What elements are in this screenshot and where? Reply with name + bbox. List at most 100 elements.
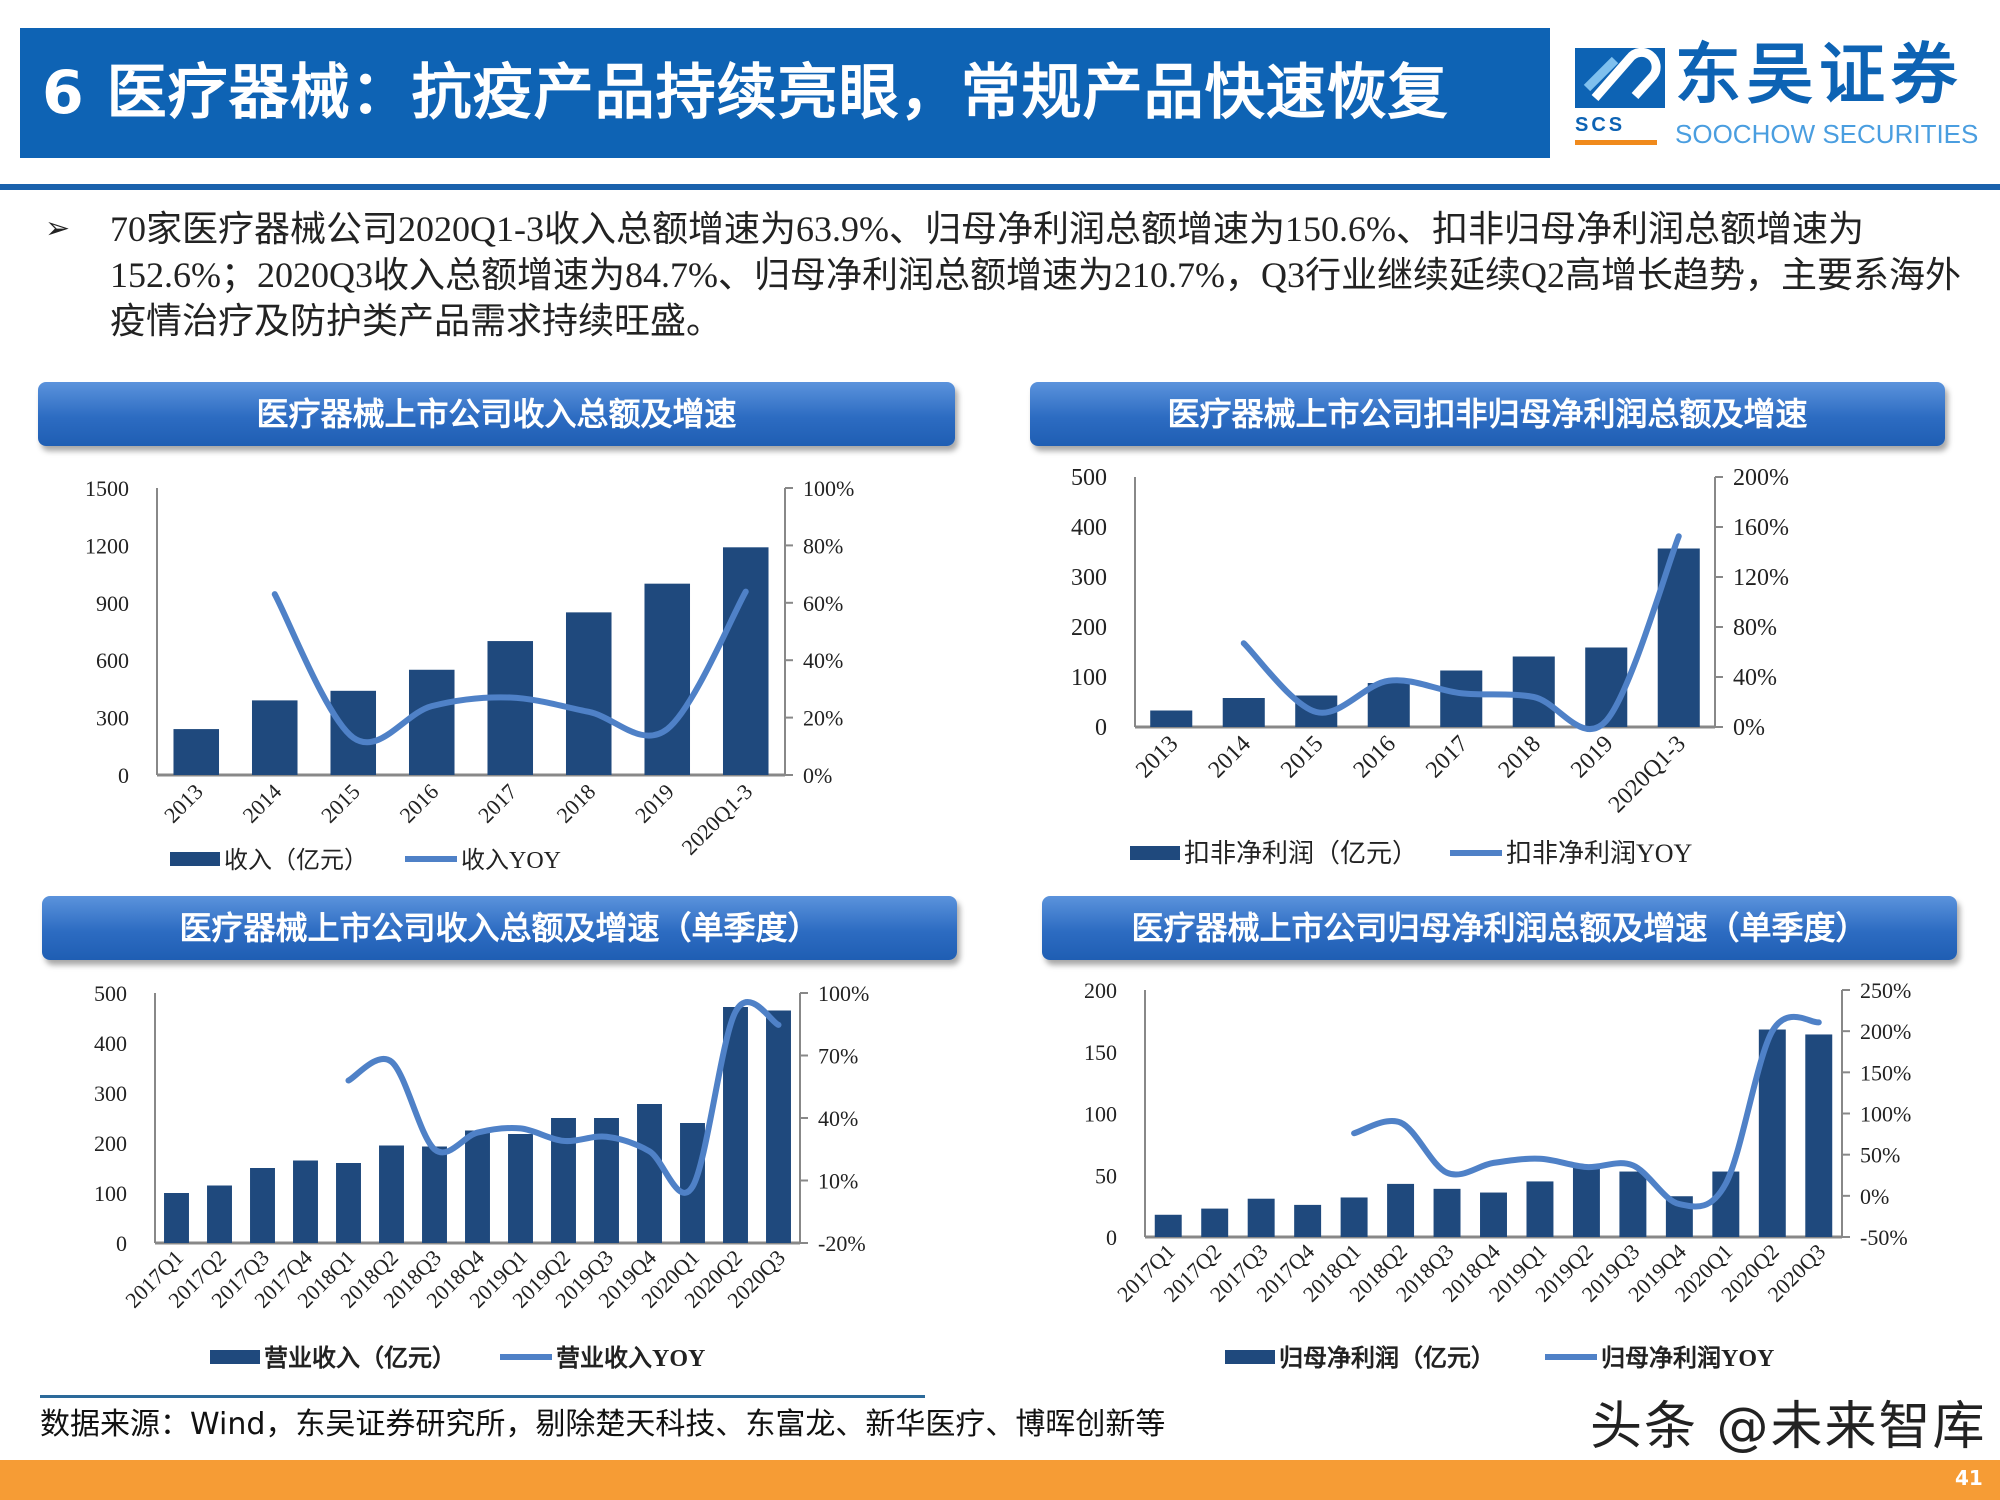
bar-2017Q1 [164, 1193, 189, 1243]
legend-line-label: 归母净利润YOY [1601, 1344, 1774, 1372]
x-tick-label: 2019Q4 [1623, 1239, 1691, 1307]
right-tick-label: 160% [1733, 515, 1789, 541]
bar-2020Q1-3 [722, 547, 769, 775]
right-tick-label: 200% [1733, 465, 1789, 491]
bar-2018Q1 [336, 1163, 361, 1243]
x-tick-label: 2020Q1 [1670, 1239, 1738, 1307]
left-tick-label: 100 [94, 1181, 127, 1206]
bar-2019Q3 [1619, 1171, 1647, 1237]
x-tick-label: 2018Q1 [1298, 1239, 1366, 1307]
scs-logo-icon [1575, 48, 1665, 108]
bar-2018 [565, 612, 612, 775]
bar-2018 [1512, 656, 1555, 727]
left-tick-label: 1200 [85, 533, 129, 558]
bar-2020Q3 [766, 1010, 791, 1243]
left-tick-label: 300 [94, 1081, 127, 1106]
left-tick-label: 100 [1084, 1102, 1117, 1127]
logo-underline [1575, 140, 1657, 145]
x-tick-label: 2020Q3 [1762, 1239, 1830, 1307]
bar-2017Q2 [1201, 1208, 1229, 1237]
bar-2016 [1367, 683, 1410, 727]
bar-2015 [1295, 695, 1338, 727]
yoy-line [1351, 1013, 1822, 1210]
bar-2020Q2 [1758, 1029, 1786, 1237]
logo-en: SOOCHOW SECURITIES [1675, 119, 1979, 149]
bar-2019 [1585, 647, 1628, 727]
x-tick-label: 2020Q1-3 [677, 779, 758, 860]
yoy-line [1240, 533, 1682, 732]
bar-2015 [330, 690, 377, 775]
x-tick-label: 2019Q4 [593, 1245, 661, 1313]
bar-2019 [644, 583, 691, 775]
chart-4-title: 医疗器械上市公司归母净利润总额及增速（单季度） [1042, 896, 1957, 960]
right-tick-label: 200% [1860, 1019, 1911, 1044]
bar-2014 [1222, 698, 1265, 727]
right-tick-label: 10% [818, 1169, 858, 1194]
left-tick-label: 300 [1071, 565, 1107, 591]
x-tick-label: 2017Q1 [1112, 1239, 1180, 1307]
x-tick-label: 2016 [1349, 731, 1401, 783]
bar-2020Q2 [723, 1007, 748, 1243]
logo-mark-text: SCS [1575, 114, 1626, 136]
x-tick-label: 2017Q1 [120, 1245, 188, 1313]
bar-2018Q2 [1387, 1183, 1415, 1237]
left-tick-label: 500 [94, 981, 127, 1006]
footer-band [0, 1460, 2000, 1500]
x-tick-label: 2017Q4 [1251, 1239, 1319, 1307]
legend-bar-swatch [210, 1350, 260, 1364]
right-tick-label: 80% [803, 533, 843, 558]
x-tick-label: 2014 [237, 779, 286, 828]
x-tick-label: 2017 [1421, 731, 1473, 783]
right-tick-label: 60% [803, 591, 843, 616]
x-tick-label: 2019 [1566, 731, 1618, 783]
left-tick-label: 0 [1095, 715, 1107, 741]
x-tick-label: 2019Q2 [1530, 1239, 1598, 1307]
bar-2013 [1150, 710, 1193, 727]
right-tick-label: 120% [1733, 565, 1789, 591]
bar-2017 [1440, 670, 1483, 727]
right-tick-label: 40% [1733, 665, 1777, 691]
x-tick-label: 2020Q2 [679, 1245, 747, 1313]
x-tick-label: 2018Q4 [421, 1245, 489, 1313]
bar-2018Q3 [1433, 1188, 1461, 1237]
page-number: 41 [1955, 1466, 1983, 1490]
x-tick-label: 2019 [630, 779, 679, 828]
right-tick-label: -20% [818, 1231, 866, 1256]
bar-2019Q1 [1526, 1181, 1554, 1237]
bar-2019Q1 [508, 1134, 533, 1243]
chart-3-title: 医疗器械上市公司收入总额及增速（单季度） [42, 896, 957, 960]
legend-bar-label: 扣非净利润（亿元） [1184, 839, 1418, 868]
legend-line-label: 扣非净利润YOY [1506, 839, 1693, 868]
x-tick-label: 2017Q3 [1205, 1239, 1273, 1307]
bar-2020Q3 [1805, 1034, 1833, 1237]
x-tick-label: 2020Q3 [722, 1245, 790, 1313]
x-tick-label: 2019Q2 [507, 1245, 575, 1313]
bar-2019Q4 [1665, 1196, 1693, 1237]
bar-2017Q4 [1294, 1204, 1322, 1237]
bar-2018Q1 [1340, 1197, 1368, 1237]
left-tick-label: 300 [96, 706, 129, 731]
x-tick-label: 2017Q2 [163, 1245, 231, 1313]
right-tick-label: 50% [1860, 1143, 1900, 1168]
legend-line-label: 收入YOY [461, 847, 561, 874]
right-tick-label: 0% [1860, 1184, 1889, 1209]
left-tick-label: 900 [96, 591, 129, 616]
right-tick-label: 150% [1860, 1060, 1911, 1085]
right-tick-label: 70% [818, 1044, 858, 1069]
x-tick-label: 2016 [394, 779, 443, 828]
summary-text: 70家医疗器械公司2020Q1-3收入总额增速为63.9%、归母净利润总额增速为… [110, 209, 1961, 341]
bar-2016 [408, 669, 455, 775]
footer-divider [40, 1395, 925, 1398]
legend-bar-swatch [1225, 1350, 1275, 1364]
x-tick-label: 2017Q2 [1158, 1239, 1226, 1307]
x-tick-label: 2018Q4 [1437, 1239, 1505, 1307]
x-tick-label: 2018 [1494, 731, 1546, 783]
right-tick-label: 40% [818, 1106, 858, 1131]
left-tick-label: 200 [1071, 615, 1107, 641]
left-tick-label: 1500 [85, 476, 129, 501]
left-tick-label: 0 [116, 1231, 127, 1256]
left-tick-label: 0 [118, 763, 129, 788]
bar-2019Q2 [551, 1118, 576, 1243]
bar-2018Q4 [465, 1130, 490, 1243]
x-tick-label: 2017Q3 [206, 1245, 274, 1313]
